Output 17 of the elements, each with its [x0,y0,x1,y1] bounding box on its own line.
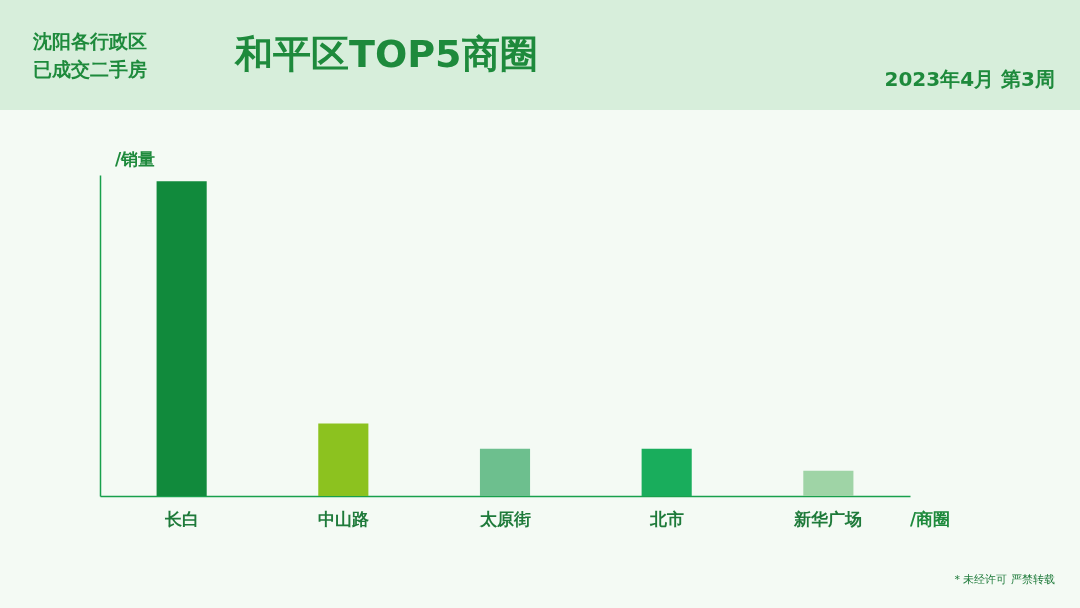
bar [156,181,207,496]
text: * 未经许可 严禁转载 [954,573,1055,586]
x-tick-label: 太原街 [478,509,531,529]
bar [479,448,531,496]
bar [803,470,854,496]
x-axis-title: /商圈 [910,509,951,529]
x-tick-label: 北市 [648,509,684,529]
x-tick-label: 长白 [163,509,199,529]
x-tick-label: 中山路 [317,509,369,529]
y-axis-title: /销量 [115,149,156,169]
text: 沈阳各行政区 [32,30,147,52]
text: 已成交二手房 [33,58,147,80]
bar [641,448,692,496]
x-tick-label: 新华广场 [793,509,863,529]
bar [318,423,369,496]
text: 2023年4月 第3周 [884,67,1055,91]
chart-title: 和平区TOP5商圈 [234,32,538,76]
